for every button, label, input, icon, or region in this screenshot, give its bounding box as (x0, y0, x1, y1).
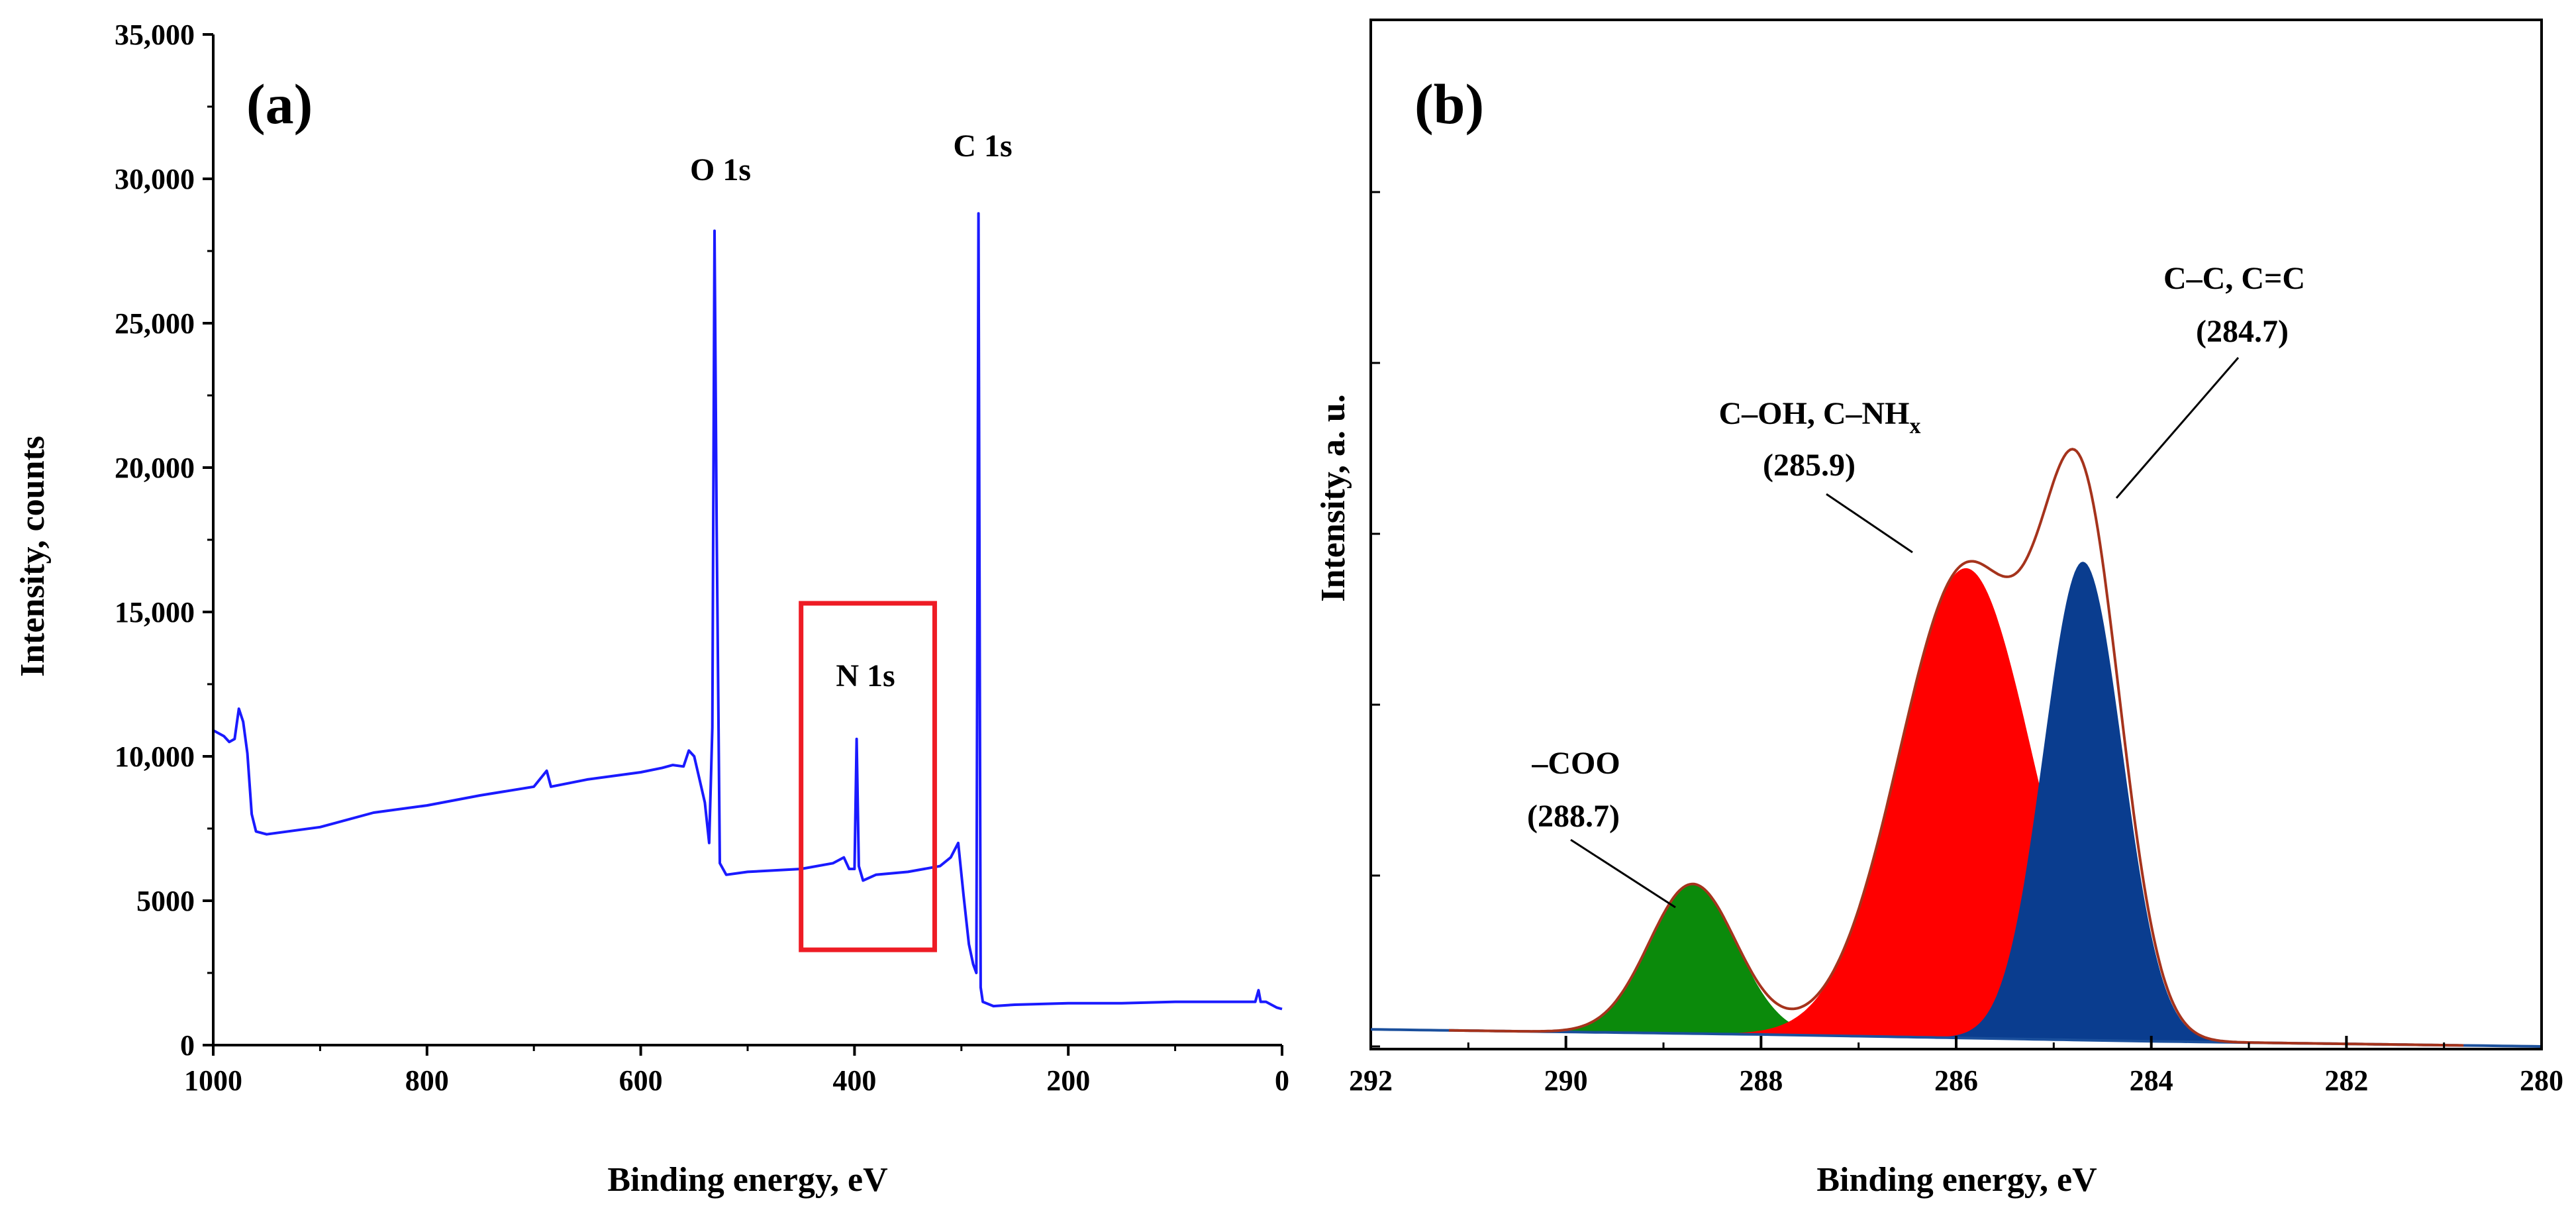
panel-a-survey-spectrum: 0 5000 10,000 15,000 20,000 25,000 30,00… (14, 19, 1289, 1199)
annotation-c-oh-label-main: C–OH, C–NH (1719, 396, 1910, 431)
annotation-c-c-leader (2115, 357, 2240, 499)
n1s-highlight-box (799, 601, 937, 952)
y-ticks (1371, 191, 1380, 1048)
x-tick-label: 0 (1275, 1064, 1289, 1097)
x-tick-label: 1000 (184, 1064, 242, 1097)
x-ticks (212, 1045, 1283, 1056)
x-axis-title: Binding energy, eV (1816, 1161, 2097, 1199)
x-tick-label: 292 (1349, 1064, 1393, 1097)
peak-label-o1s: O 1s (690, 152, 751, 187)
x-tick-label: 800 (405, 1064, 449, 1097)
annotation-coo-value: (288.7) (1527, 799, 1620, 834)
x-tick-label: 288 (1739, 1064, 1783, 1097)
series-line-survey-spectrum (213, 212, 1283, 1011)
y-tick-label: 5000 (136, 885, 195, 917)
y-tick-label: 35,000 (115, 19, 195, 51)
x-ticks (1369, 1036, 2543, 1049)
annotation-coo-label: –COO (1531, 746, 1620, 781)
panel-label-b: (b) (1414, 72, 1484, 136)
annotation-c-oh-leader (1826, 493, 1913, 554)
y-tick-label: 10,000 (115, 740, 195, 773)
peak-label-n1s: N 1s (836, 658, 895, 693)
component-area-c-oh-c-nhx (1448, 568, 2464, 1046)
x-tick-label: 200 (1046, 1064, 1090, 1097)
y-ticks (203, 33, 213, 1046)
annotation-c-oh-label: C–OH, C–NHx (1719, 396, 1921, 438)
panel-label-a: (a) (246, 72, 313, 136)
panel-b-c1s-high-resolution: 292 290 288 286 284 282 280 (b) Binding … (1314, 19, 2563, 1199)
peak-label-c1s: C 1s (953, 128, 1012, 164)
y-tick-label: 15,000 (115, 596, 195, 629)
annotation-c-oh-value: (285.9) (1763, 448, 1856, 483)
x-tick-label: 400 (832, 1064, 876, 1097)
x-tick-label: 280 (2520, 1064, 2563, 1097)
annotation-c-oh-label-sub: x (1910, 414, 1921, 438)
component-area-coo (1448, 884, 2464, 1046)
annotation-c-c-label: C–C, C=C (2163, 261, 2305, 296)
y-tick-label: 20,000 (115, 452, 195, 484)
x-axis-title: Binding energy, eV (607, 1161, 887, 1199)
x-tick-label: 286 (1934, 1064, 1978, 1097)
annotation-c-c-value: (284.7) (2196, 314, 2289, 349)
x-tick-label: 290 (1544, 1064, 1588, 1097)
y-axis-title: Intensity, a. u. (1314, 394, 1352, 602)
x-tick-label: 284 (2130, 1064, 2173, 1097)
annotation-coo-leader (1570, 838, 1676, 909)
y-axis-title: Intensity, counts (14, 436, 52, 677)
envelope-line (1448, 448, 2464, 1047)
y-tick-label: 30,000 (115, 163, 195, 195)
x-tick-label: 600 (619, 1064, 663, 1097)
x-tick-label: 282 (2324, 1064, 2368, 1097)
y-tick-label: 25,000 (115, 307, 195, 340)
y-tick-label: 0 (180, 1029, 195, 1062)
